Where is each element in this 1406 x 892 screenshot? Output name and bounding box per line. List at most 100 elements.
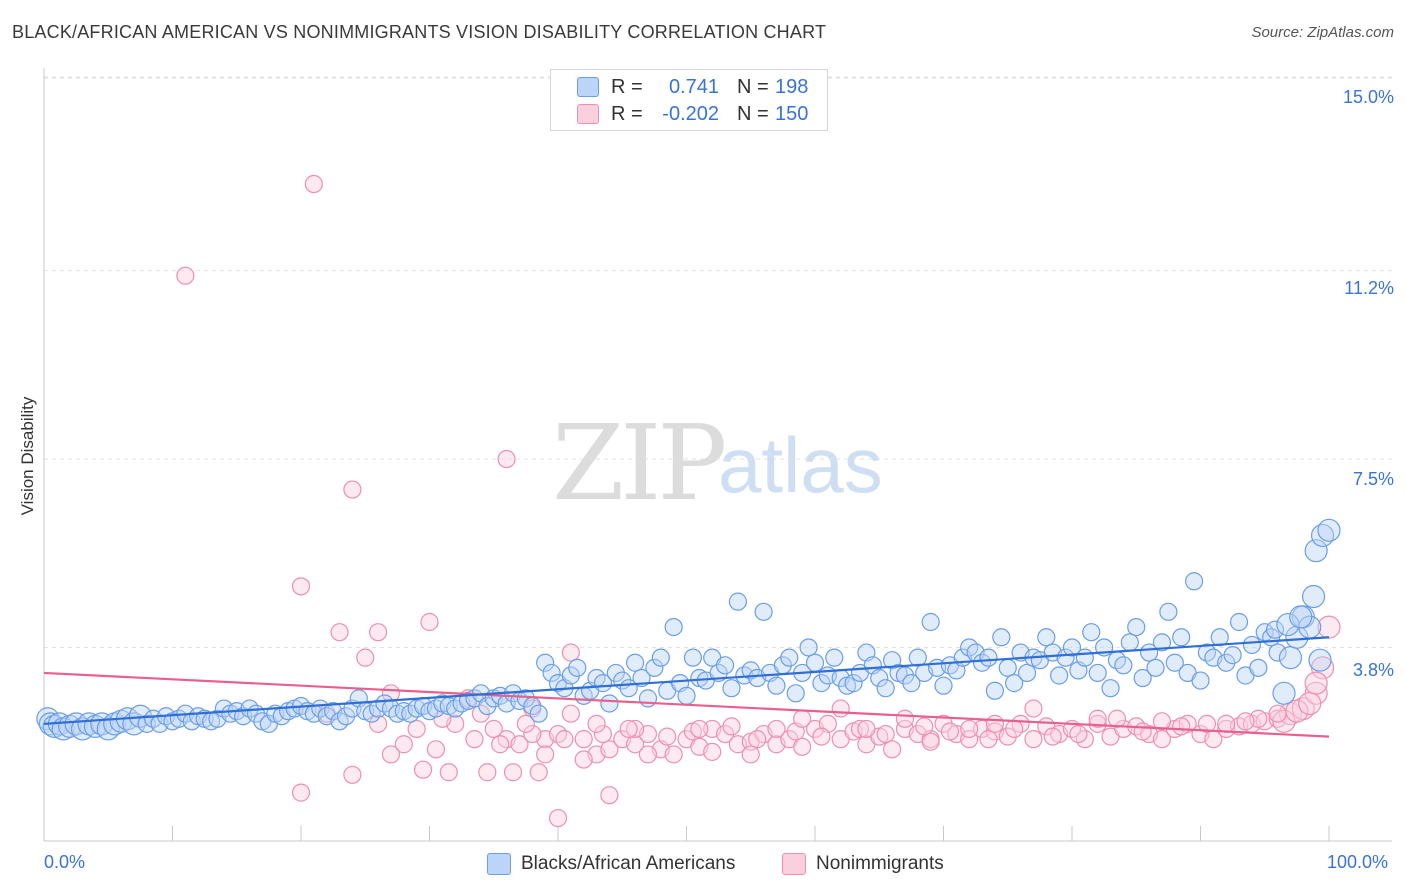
nonimmigrants-point xyxy=(343,765,362,784)
nonimmigrants-point xyxy=(1043,727,1062,746)
nonimmigrants-point xyxy=(979,730,998,749)
nonimmigrants-point xyxy=(356,648,375,667)
nonimmigrants-point xyxy=(658,727,677,746)
blacks-point xyxy=(1037,628,1056,647)
nonimmigrants-point xyxy=(664,745,683,764)
blacks-point xyxy=(1272,681,1296,705)
blacks-point xyxy=(1249,658,1268,677)
grid-lines xyxy=(44,76,1392,648)
blacks-point xyxy=(1317,518,1341,542)
legend-item-blacks[interactable]: Blacks/African Americans xyxy=(487,850,735,878)
blacks-point xyxy=(645,658,664,677)
nonimmigrants-point xyxy=(420,612,439,632)
nonimmigrants-point xyxy=(484,719,503,739)
blacks-point xyxy=(1229,612,1249,632)
blacks-point xyxy=(1301,584,1326,609)
watermark-zip: ZIP xyxy=(552,402,727,524)
nonimmigrants-point xyxy=(741,745,760,764)
legend-n-label: N = xyxy=(737,75,769,98)
nonimmigrants-point xyxy=(1024,730,1043,749)
nonimmigrants-point xyxy=(1236,712,1255,731)
blacks-point xyxy=(677,686,696,705)
trend-lines xyxy=(43,636,1330,738)
blacks-points xyxy=(36,518,1341,741)
nonimmigrants-point xyxy=(291,577,311,596)
y-tick-label-3-8: 3.8% xyxy=(1352,660,1394,680)
nonimmigrants-point xyxy=(1217,714,1236,733)
nonimmigrants-point xyxy=(921,732,940,751)
nonimmigrants-point xyxy=(529,763,548,782)
nonimmigrants-point xyxy=(381,745,401,764)
nonimmigrants-point xyxy=(767,719,786,739)
legend-label-blacks: Blacks/African Americans xyxy=(521,853,736,874)
blacks-point xyxy=(812,674,831,693)
nonimmigrants-point xyxy=(600,740,619,759)
blacks-point xyxy=(683,648,703,667)
y-tick-label-11-2: 11.2% xyxy=(1344,278,1394,298)
nonimmigrants-point xyxy=(882,740,902,759)
blacks-point xyxy=(1276,612,1300,637)
blacks-point xyxy=(902,674,921,693)
blacks-point xyxy=(1268,643,1287,662)
blacks-point xyxy=(825,648,844,667)
blacks-point xyxy=(876,679,895,698)
blacks-point xyxy=(638,689,658,708)
nonimmigrants-point xyxy=(1133,722,1152,741)
legend-n-value: 150 xyxy=(775,102,809,125)
blacks-point xyxy=(651,648,670,667)
blacks-point xyxy=(979,648,998,667)
legend-r-value: 0.741 xyxy=(668,75,719,98)
blacks-point xyxy=(1120,633,1139,652)
nonimmigrants-point xyxy=(497,449,516,469)
nonimmigrants-point xyxy=(690,719,709,739)
nonimmigrants-point xyxy=(304,174,323,194)
nonimmigrants-point xyxy=(722,717,741,736)
nonimmigrants-point xyxy=(985,714,1005,733)
nonimmigrants-point xyxy=(998,727,1017,746)
source-label: Source: ZipAtlas.com xyxy=(1251,24,1394,41)
blacks-point xyxy=(1075,648,1094,667)
blacks-point xyxy=(1082,623,1101,642)
nonimmigrants-point xyxy=(561,704,580,723)
y-tick-label-15-0: 15.0% xyxy=(1342,87,1394,107)
blacks-point xyxy=(722,679,741,698)
blacks-point xyxy=(1127,617,1146,637)
blacks-point xyxy=(799,638,818,657)
nonimmigrants-point xyxy=(703,742,722,761)
legend-swatch-nonimmigrants xyxy=(782,853,806,875)
nonimmigrants-point xyxy=(523,724,542,744)
nonimmigrants-point xyxy=(176,266,195,285)
legend-n-label: N = xyxy=(737,102,769,125)
blacks-point xyxy=(992,628,1011,647)
blacks-point xyxy=(1223,646,1242,665)
legend-r-label: R = xyxy=(611,102,643,125)
blacks-point xyxy=(985,681,1005,700)
blacks-point xyxy=(1050,666,1069,685)
x-tick-label-min: 0.0% xyxy=(44,852,86,872)
blacks-point xyxy=(1210,628,1229,647)
nonimmigrants-point xyxy=(491,735,510,754)
blacks-point xyxy=(1017,663,1037,683)
blacks-point xyxy=(1005,674,1024,693)
blacks-point xyxy=(561,666,580,685)
nonimmigrants-point xyxy=(291,783,311,802)
nonimmigrants-point xyxy=(619,719,638,739)
y-tick-label-7-5: 7.5% xyxy=(1352,469,1394,489)
blacks-point xyxy=(1114,656,1133,675)
legend-item-nonimmigrants[interactable]: Nonimmigrants xyxy=(782,850,944,878)
blacks-point xyxy=(1304,539,1328,563)
nonimmigrants-point xyxy=(548,808,568,828)
blacks-point xyxy=(478,696,497,716)
blacks-point xyxy=(1159,602,1178,621)
blacks-point xyxy=(625,653,645,672)
nonimmigrants-point xyxy=(1268,704,1287,723)
nonimmigrants-point xyxy=(1304,671,1328,695)
nonimmigrants-point xyxy=(555,730,574,749)
blacks-point xyxy=(780,648,799,667)
nonimmigrants-trend-line xyxy=(43,671,1330,738)
blacks-point xyxy=(1056,648,1075,667)
blacks-point xyxy=(767,676,786,695)
blacks-point xyxy=(998,658,1017,677)
nonimmigrants-point xyxy=(1298,691,1322,716)
